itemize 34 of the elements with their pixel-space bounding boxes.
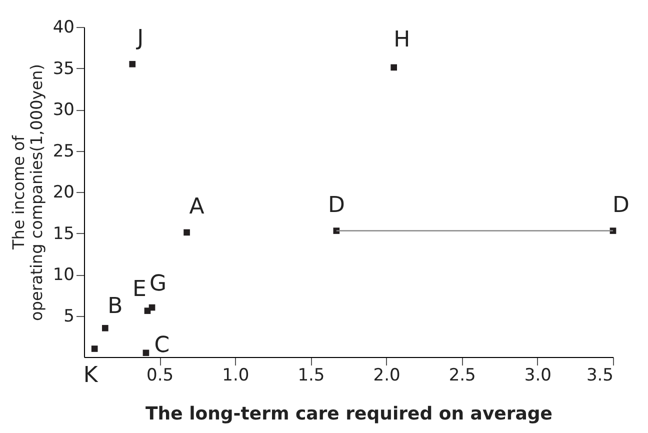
point (91, 346, 98, 352)
point (129, 60, 136, 68)
annotation: K (83, 362, 98, 388)
y-tick-label: 20 (52, 182, 74, 202)
annotation: H (394, 27, 410, 52)
annotation: B (108, 294, 123, 320)
x-tick-label: 3.5 (586, 366, 614, 386)
annotation: A (189, 194, 204, 220)
y-tick-label: 5 (64, 306, 74, 326)
x-tick-label: 0.5 (146, 366, 174, 386)
annotation: E (132, 276, 146, 302)
x-tick-label: 2.0 (373, 366, 400, 386)
x-tick-label: 3.0 (524, 366, 552, 386)
y-axis-title: The income of operating companies(1,000yen) (8, 64, 46, 321)
y-tick-label: 15 (52, 224, 74, 244)
annotation: D (612, 192, 630, 218)
y-tick-label: 30 (52, 100, 74, 120)
point (184, 229, 190, 236)
point (142, 350, 150, 356)
annotation: D (328, 192, 345, 218)
y-tick-label: 10 (52, 265, 74, 285)
annotation: G (149, 272, 167, 296)
x-tick-label: 1.5 (298, 366, 325, 386)
annotation: C (154, 332, 170, 358)
x-tick-label: 2.5 (448, 366, 476, 386)
x-tick-label: 1.0 (222, 366, 250, 386)
y-tick-label: 40 (52, 18, 74, 38)
y-tick-label: 35 (52, 58, 74, 79)
y-tick-label: 25 (52, 141, 74, 162)
point (148, 304, 156, 311)
point (390, 64, 398, 71)
x-axis-title: The long-term care required on average (146, 404, 552, 424)
point (102, 324, 108, 332)
annotation: J (135, 26, 144, 52)
